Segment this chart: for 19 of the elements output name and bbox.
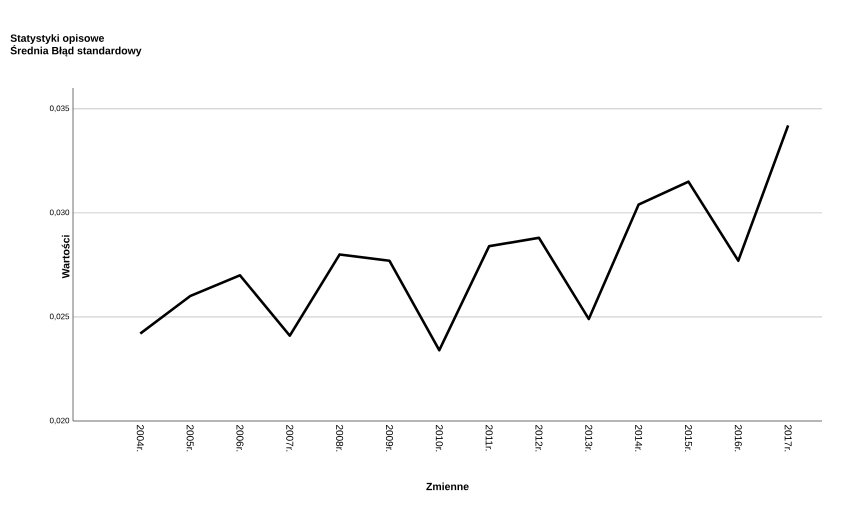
- x-axis-title: Zmienne: [426, 482, 469, 490]
- x-tick-label: 2017r.: [784, 425, 792, 452]
- chart-subtitle: Średnia Błąd standardowy: [10, 44, 142, 56]
- chart-title: Statystyki opisowe: [10, 34, 104, 44]
- x-tick-label: 2005r.: [186, 425, 194, 452]
- x-tick-label: 2015r.: [684, 425, 692, 452]
- x-tick-label: 2012r.: [535, 425, 542, 452]
- x-tick-label: 2009r.: [386, 425, 393, 452]
- x-tick-label: 2014r.: [635, 425, 642, 452]
- x-tick-label: 2011r.: [486, 425, 493, 451]
- line-series: [138, 124, 790, 352]
- y-axis-title: Wartości: [62, 235, 70, 278]
- x-tick-label: 2016r.: [734, 425, 742, 452]
- x-tick-label: 2013r.: [585, 425, 592, 452]
- x-tick-label: 2008r.: [336, 425, 344, 452]
- x-tick-label: 2004r.: [136, 425, 144, 452]
- x-tick-label: 2006r.: [236, 425, 244, 452]
- x-tick-label: 2010r.: [436, 425, 443, 452]
- x-tick-label: 2007r.: [286, 425, 294, 452]
